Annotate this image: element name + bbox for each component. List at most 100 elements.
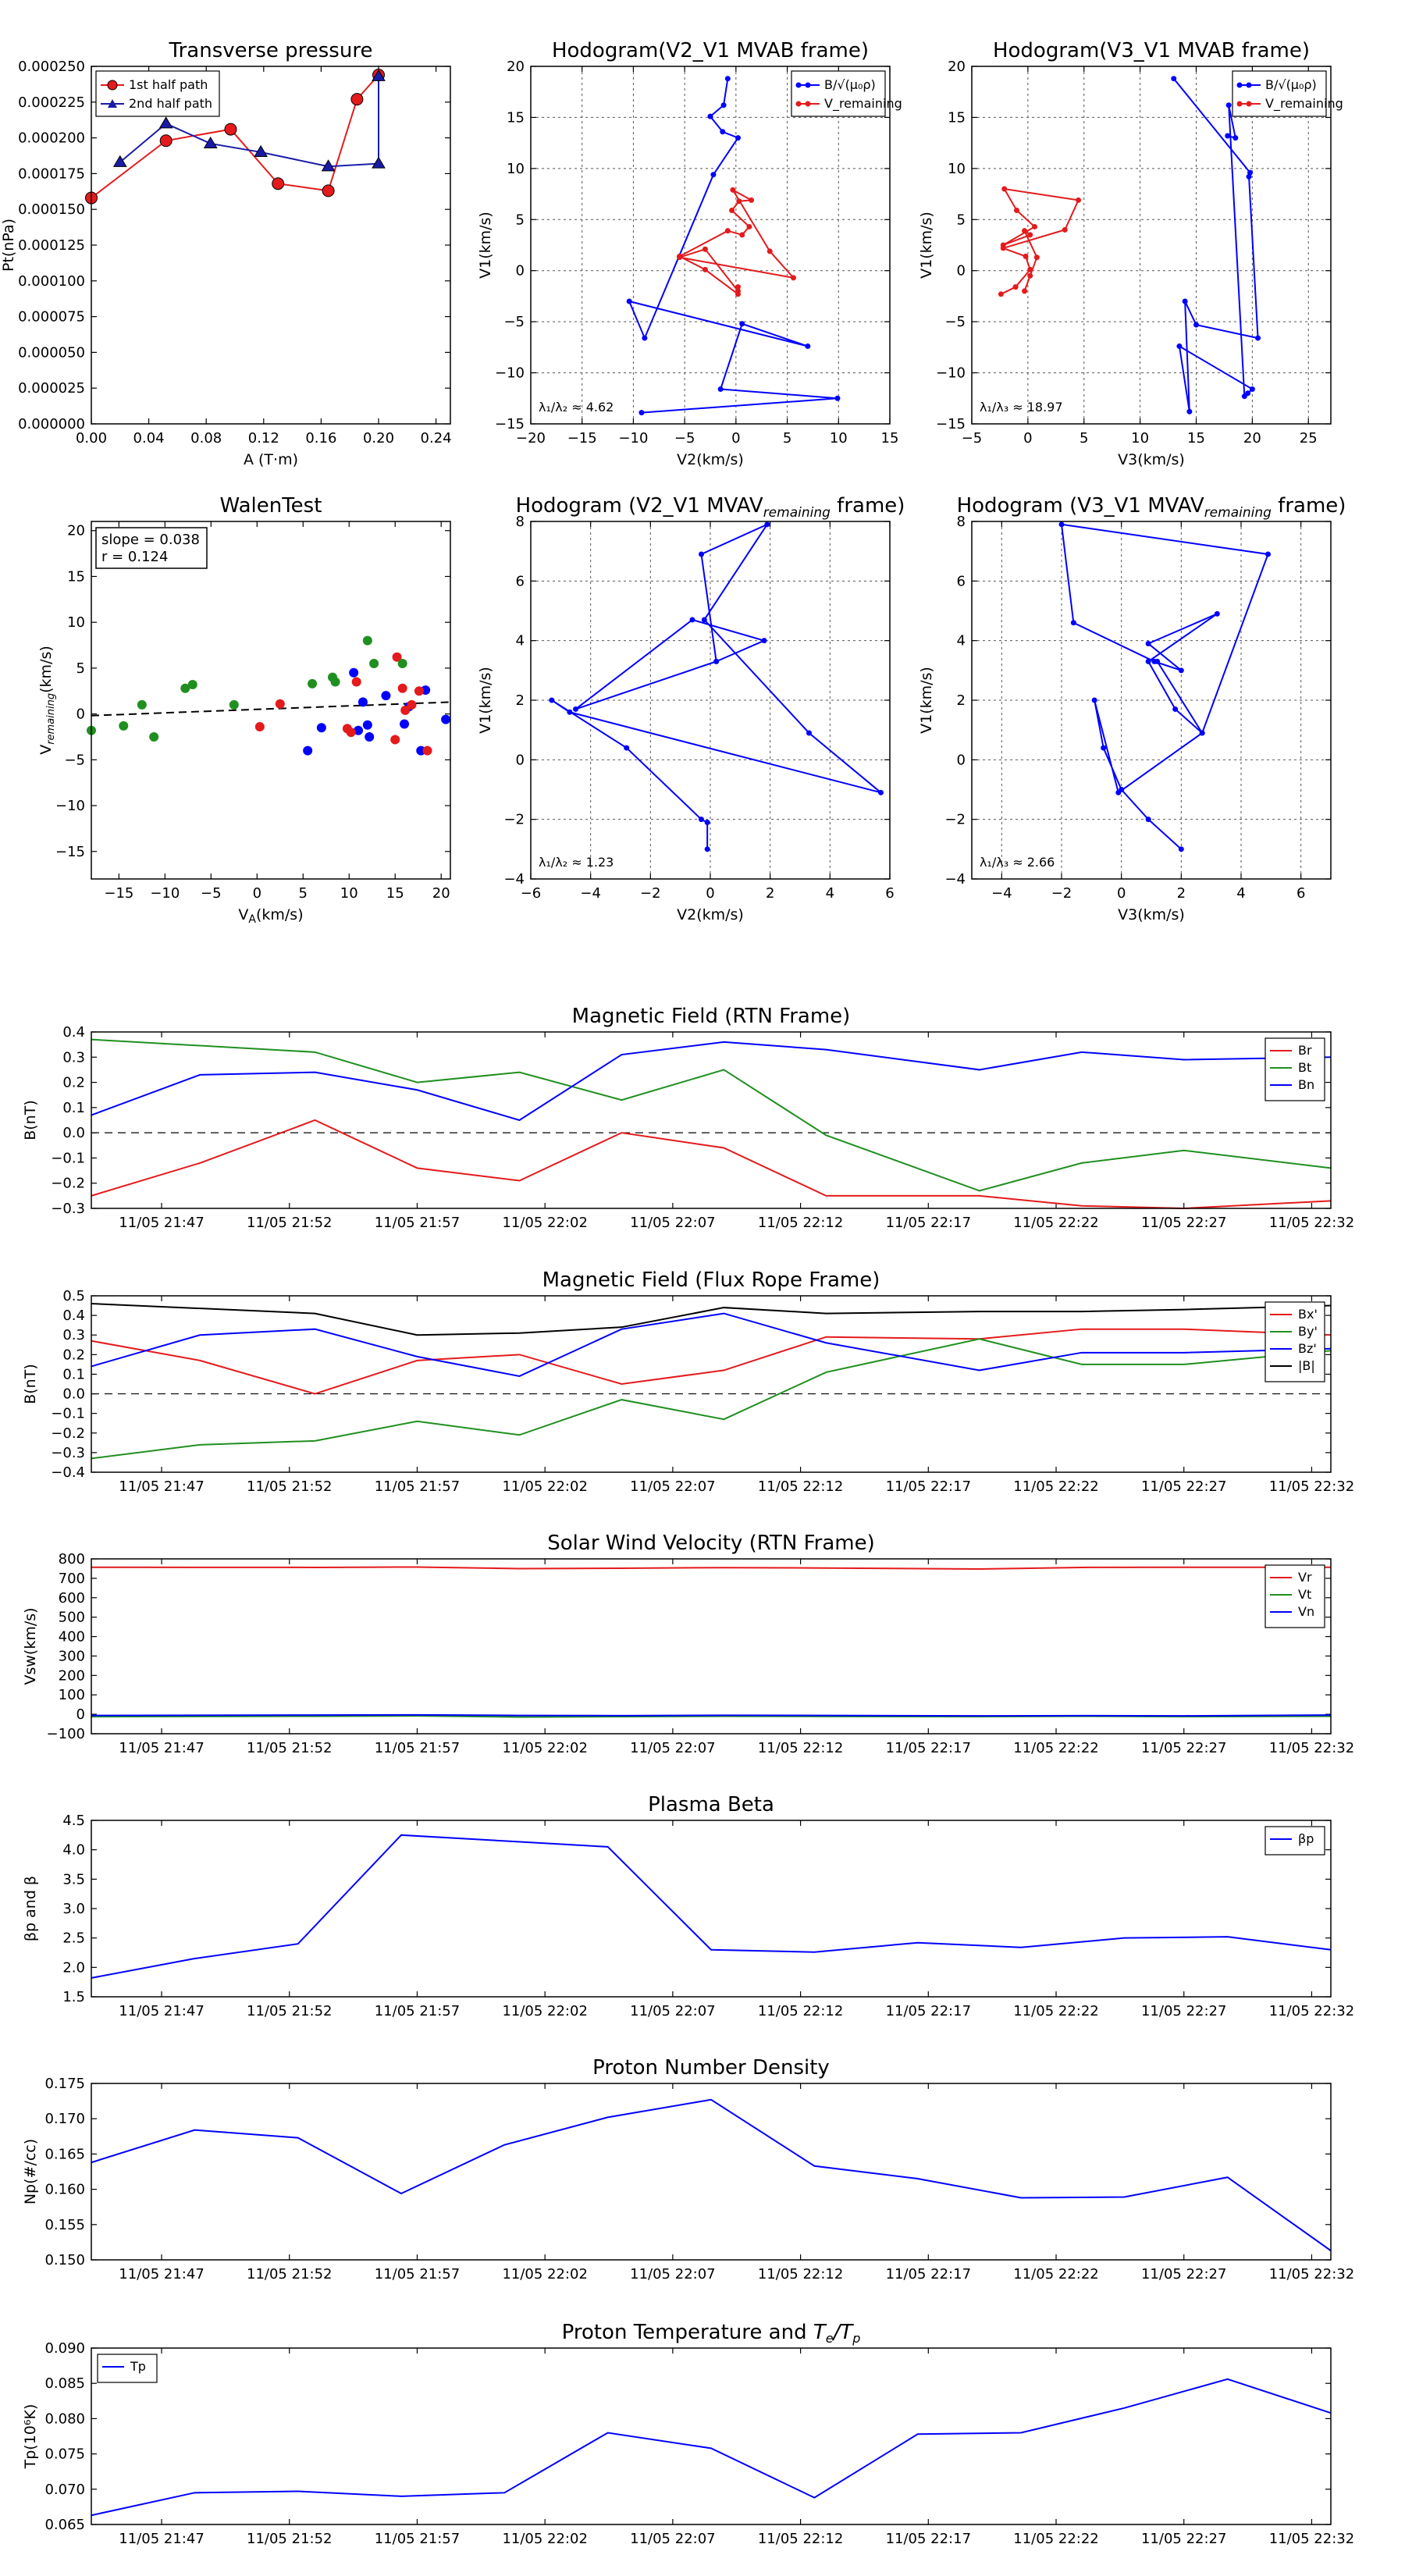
data-point: [707, 113, 713, 119]
x-tick-label: 11/05 21:52: [247, 1478, 332, 1495]
data-point: [346, 728, 356, 738]
series-line-1: [91, 1328, 1332, 1395]
x-tick-label: 11/05 22:17: [886, 2003, 971, 2019]
y-tick-label: 3.0: [62, 1901, 85, 1917]
x-tick-label: 11/05 21:47: [119, 1478, 204, 1495]
y-tick-label: 0.1: [62, 1100, 85, 1116]
data-point: [400, 719, 410, 729]
x-tick-label: 0.24: [421, 430, 452, 447]
data-point: [701, 617, 707, 623]
y-axis-label: βp and β: [22, 1876, 39, 1941]
data-point: [1033, 254, 1040, 261]
y-tick-label: −15: [936, 416, 966, 432]
y-tick-label: 0.3: [62, 1049, 85, 1066]
data-point: [736, 198, 742, 205]
x-tick-label: 11/05 21:52: [247, 1740, 332, 1756]
y-tick-label: 15: [67, 568, 85, 585]
data-point: [187, 680, 197, 690]
y-tick-label: 400: [59, 1629, 85, 1646]
y-tick-label: −15: [495, 416, 525, 432]
x-tick-label: 11/05 22:32: [1269, 2003, 1354, 2019]
panel-title: WalenTest: [220, 494, 322, 518]
data-point: [1255, 335, 1261, 341]
data-point: [1214, 610, 1220, 617]
panel-1: Transverse pressure 0.00 0.04 0.08 0.12 0.16 0…: [0, 39, 452, 468]
x-axis-label: A (T·m): [244, 451, 298, 468]
x-tick-label: 11/05 22:07: [630, 2531, 715, 2547]
data-point: [1001, 186, 1008, 192]
legend: Bx' By' Bz' |B|: [1264, 1301, 1325, 1382]
data-point: [349, 667, 359, 678]
data-point: [159, 134, 173, 148]
timeseries-panel-3: Solar Wind Velocity (RTN Frame) 11/05 21:…: [22, 1532, 1354, 1756]
plot-frame: [91, 1558, 1332, 1735]
panel-title: Magnetic Field (Flux Rope Frame): [542, 1268, 880, 1292]
y-tick-label: 0.000200: [18, 130, 85, 147]
y-tick-label: −15: [55, 844, 85, 860]
plot-frame: [91, 1031, 1332, 1209]
data-point: [1225, 133, 1231, 139]
x-tick-label: −2: [640, 885, 661, 902]
data-point: [1012, 284, 1019, 290]
plot-frame: [91, 1295, 1332, 1473]
y-tick-label: −0.1: [51, 1406, 85, 1422]
series-line: [1060, 523, 1269, 850]
data-point: [369, 659, 379, 669]
y-tick-label: 0.000050: [18, 344, 85, 361]
data-point: [322, 184, 335, 197]
series-line-3: [91, 1713, 1332, 1717]
data-point: [573, 706, 578, 712]
y-tick-label: −0.4: [51, 1464, 85, 1481]
data-point: [416, 745, 426, 756]
x-tick-label: −2: [1051, 885, 1072, 902]
data-point: [422, 745, 432, 756]
x-tick-label: 11/05 21:57: [375, 2531, 460, 2547]
data-point: [407, 699, 417, 710]
data-point: [729, 208, 735, 214]
x-tick-label: 11/05 22:27: [1141, 2003, 1226, 2019]
legend-label: Bt: [1298, 1060, 1311, 1075]
series-1: [1058, 521, 1271, 852]
plot-frame: [91, 2083, 1332, 2261]
y-tick-label: −2: [503, 812, 525, 828]
legend-label: V_remaining: [1265, 96, 1343, 112]
x-tick-label: 11/05 22:12: [758, 2266, 843, 2282]
data-point: [642, 335, 648, 341]
data-point: [362, 635, 372, 646]
y-axis-label: V1(km/s): [918, 667, 935, 734]
y-tick-label: 200: [59, 1667, 85, 1684]
series-line-1: [91, 1834, 1332, 1979]
timeseries-panel-4: Plasma Beta 11/05 21:47 11/05 21:52 11/05 2…: [22, 1793, 1354, 2019]
y-tick-label: −0.1: [51, 1150, 85, 1166]
stats-text: slope = 0.038: [101, 532, 200, 548]
legend-label: Tp: [130, 2359, 146, 2374]
fit-line: [91, 701, 451, 717]
data-point: [699, 817, 704, 823]
data-point: [761, 638, 767, 644]
data-point: [1225, 102, 1232, 109]
y-tick-label: 500: [59, 1610, 85, 1626]
legend-label: V_remaining: [824, 96, 902, 112]
x-tick-label: 11/05 22:02: [502, 1478, 587, 1495]
timeseries-panel-5: Proton Number Density 11/05 21:47 11/05 21…: [22, 2056, 1354, 2282]
data-point: [739, 321, 745, 327]
x-tick-label: 2: [766, 885, 774, 902]
timeseries-panel-2: Magnetic Field (Flux Rope Frame) 11/05 21…: [22, 1268, 1354, 1495]
data-point: [624, 745, 630, 751]
data-point: [1232, 135, 1239, 141]
series-2: [998, 186, 1082, 297]
data-point: [713, 658, 720, 664]
data-point: [1027, 266, 1033, 272]
x-tick-label: 0.00: [76, 430, 107, 447]
x-tick-label: 11/05 22:27: [1141, 1740, 1226, 1756]
y-tick-label: 0.170: [44, 2111, 85, 2127]
data-point: [1199, 730, 1205, 736]
y-tick-label: 2.0: [62, 1959, 85, 1976]
x-tick-label: 11/05 22:07: [630, 2003, 715, 2019]
series-line-2: [91, 1338, 1332, 1460]
x-tick-label: 11/05 21:47: [119, 1740, 204, 1756]
y-tick-label: 0: [516, 263, 525, 279]
x-tick-label: 11/05 22:22: [1013, 1740, 1098, 1756]
